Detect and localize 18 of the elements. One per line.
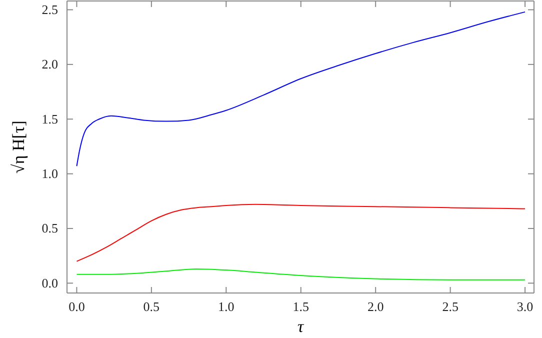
line-series <box>76 268 526 280</box>
x-tick-label: 2.5 <box>442 299 458 314</box>
x-axis-title: τ <box>297 317 304 336</box>
y-tick-label: 0.5 <box>42 220 58 236</box>
y-axis-title: √η H[τ] <box>9 120 28 174</box>
x-tick-label: 0.5 <box>143 299 160 314</box>
y-tick-label: 0.0 <box>42 275 58 290</box>
y-tick-label: 2.5 <box>42 2 58 17</box>
y-tick-label: 1.5 <box>42 111 58 126</box>
y-tick-label: 2.0 <box>42 56 58 72</box>
y-tick-label: 1.0 <box>42 166 58 181</box>
x-tick-label: 0.0 <box>68 299 85 314</box>
line-series <box>76 204 526 262</box>
x-tick-label: 3.0 <box>516 299 534 314</box>
x-tick-label: 2.0 <box>367 299 384 314</box>
x-tick-label: 1.5 <box>292 299 309 314</box>
x-tick-label: 1.0 <box>218 299 234 314</box>
line-series <box>76 11 526 167</box>
